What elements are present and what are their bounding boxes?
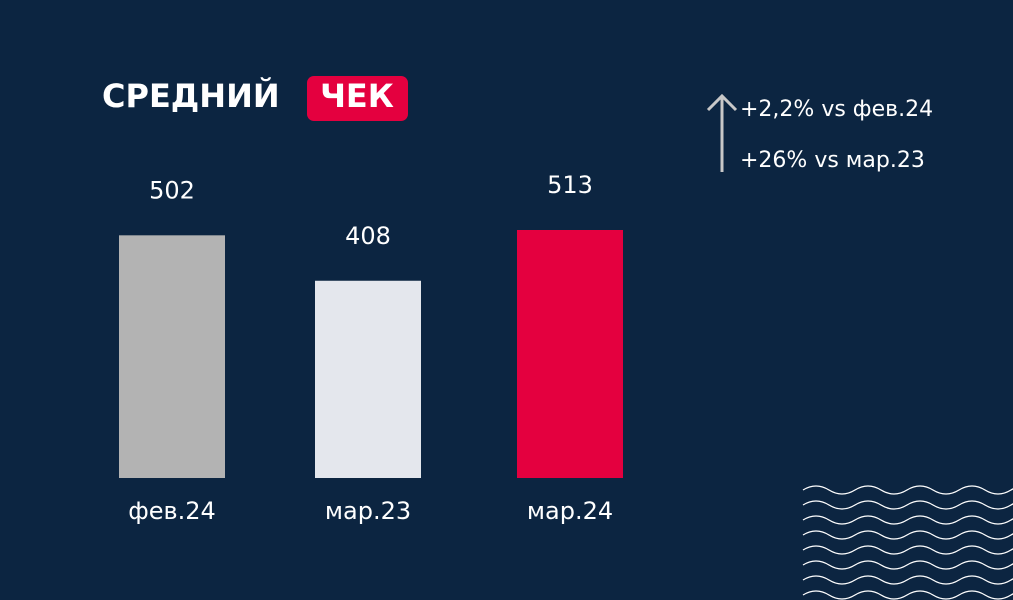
chart-title-highlight: ЧЕК xyxy=(320,77,394,115)
bar xyxy=(517,230,623,478)
waves xyxy=(802,485,1013,600)
value-label: 502 xyxy=(149,176,195,204)
chart-title: СРЕДНИЙ xyxy=(102,77,280,115)
bar xyxy=(315,280,421,478)
annotation: +26% vs мар.23 xyxy=(740,148,925,173)
bar xyxy=(119,235,225,478)
annotation: +2,2% vs фев.24 xyxy=(740,97,933,122)
x-tick-label: мар.24 xyxy=(527,497,613,525)
value-label: 513 xyxy=(547,171,593,199)
value-label: 408 xyxy=(345,222,391,250)
x-tick-label: фев.24 xyxy=(128,497,216,525)
arrow-head xyxy=(706,93,738,112)
x-tick-label: мар.23 xyxy=(325,497,411,525)
title-highlight-box xyxy=(307,76,408,121)
